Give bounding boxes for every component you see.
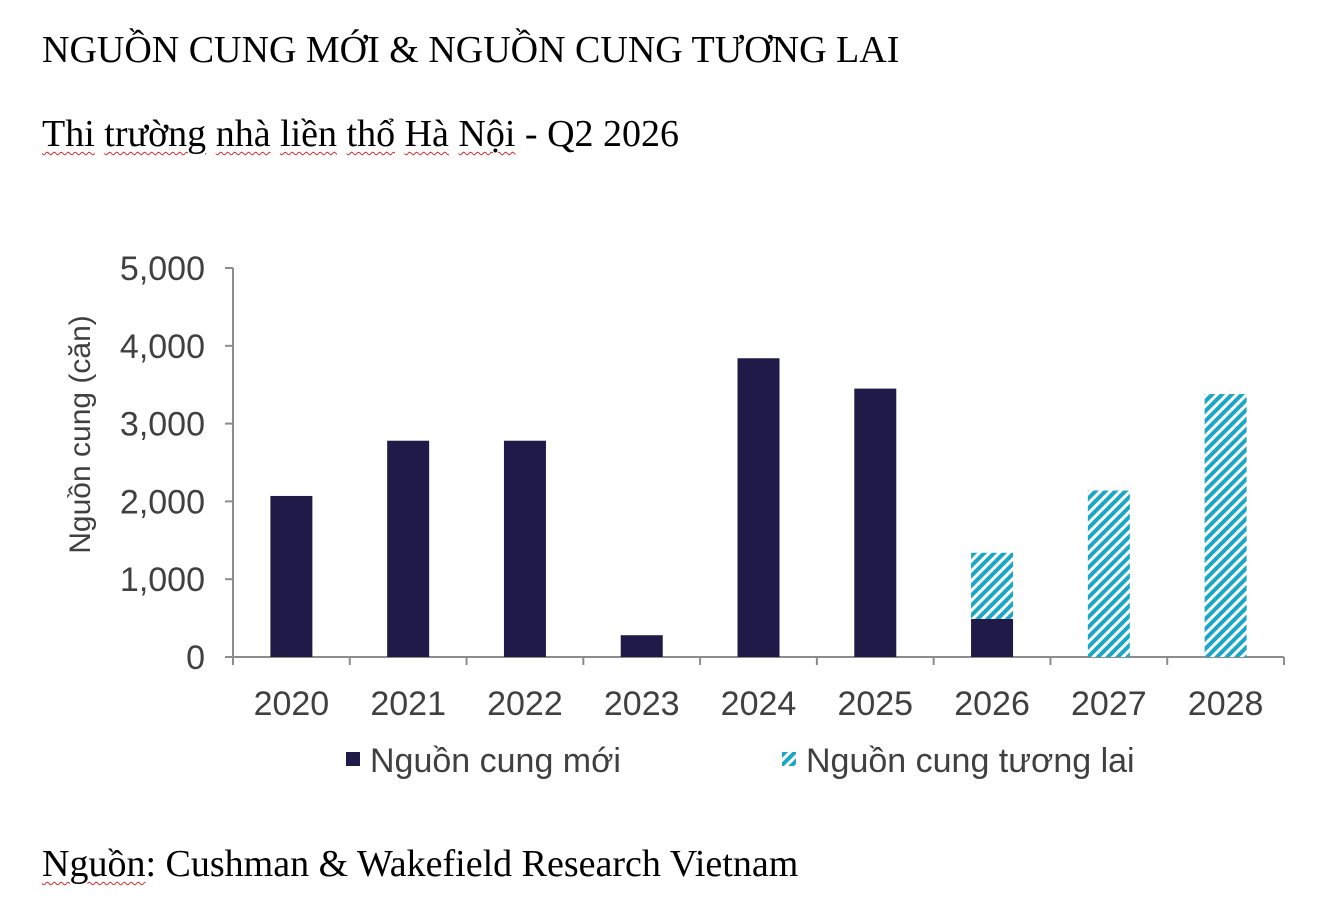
x-tick-label: 2024: [721, 685, 797, 723]
y-tick-label: 1,000: [120, 561, 205, 599]
y-tick-label: 5,000: [120, 250, 205, 288]
x-tick-label: 2027: [1071, 685, 1147, 723]
subtitle-word: Hà: [404, 113, 449, 155]
source-text: : Cushman & Wakefield Research Vietnam: [145, 843, 799, 885]
bar-new-supply: [387, 440, 430, 657]
legend-future-supply-swatch: [782, 752, 796, 766]
subtitle-word: thổ: [346, 113, 396, 155]
x-tick-label: 2023: [604, 685, 680, 723]
bar-new-supply: [503, 440, 546, 657]
legend-new-supply-label: Nguồn cung mới: [370, 742, 621, 780]
source-note: Nguồn: Cushman & Wakefield Research Viet…: [42, 842, 798, 886]
y-tick-label: 3,000: [120, 406, 205, 444]
bar-new-supply: [971, 618, 1014, 657]
x-tick-label: 2026: [954, 685, 1030, 723]
x-tick-label: 2020: [254, 685, 330, 723]
bar-new-supply: [620, 635, 663, 657]
legend-new-supply-swatch: [346, 752, 360, 766]
subtitle-word: Nội: [458, 113, 516, 155]
x-tick-label: 2022: [487, 685, 563, 723]
bar-future-supply: [1087, 490, 1130, 657]
y-tick-label: 2,000: [120, 483, 205, 521]
chart-title: NGUỒN CUNG MỚI & NGUỒN CUNG TƯƠNG LAI: [42, 29, 900, 71]
bar-new-supply: [854, 388, 897, 657]
y-tick-label: 4,000: [120, 328, 205, 366]
subtitle-word: trường: [104, 113, 207, 155]
x-tick-label: 2021: [370, 685, 446, 723]
x-tick-label: 2028: [1188, 685, 1264, 723]
subtitle-word: nhà: [215, 113, 271, 155]
subtitle-suffix: - Q2 2026: [515, 113, 680, 155]
chart-subtitle: Thi trường nhà liền thổ Hà Nội - Q2 2026: [42, 112, 679, 156]
bar-future-supply: [971, 552, 1014, 619]
bar-future-supply: [1204, 394, 1247, 657]
legend-future-supply-label: Nguồn cung tương lai: [806, 742, 1135, 780]
subtitle-word: liền: [280, 113, 338, 155]
bar-new-supply: [270, 495, 313, 657]
y-tick-label: 0: [186, 639, 205, 677]
source-word: Nguồn: [42, 843, 146, 885]
bar-new-supply: [737, 358, 780, 657]
subtitle-word: Thi: [42, 113, 95, 155]
y-axis-title: Nguồn cung (căn): [64, 315, 97, 553]
x-tick-label: 2025: [837, 685, 913, 723]
